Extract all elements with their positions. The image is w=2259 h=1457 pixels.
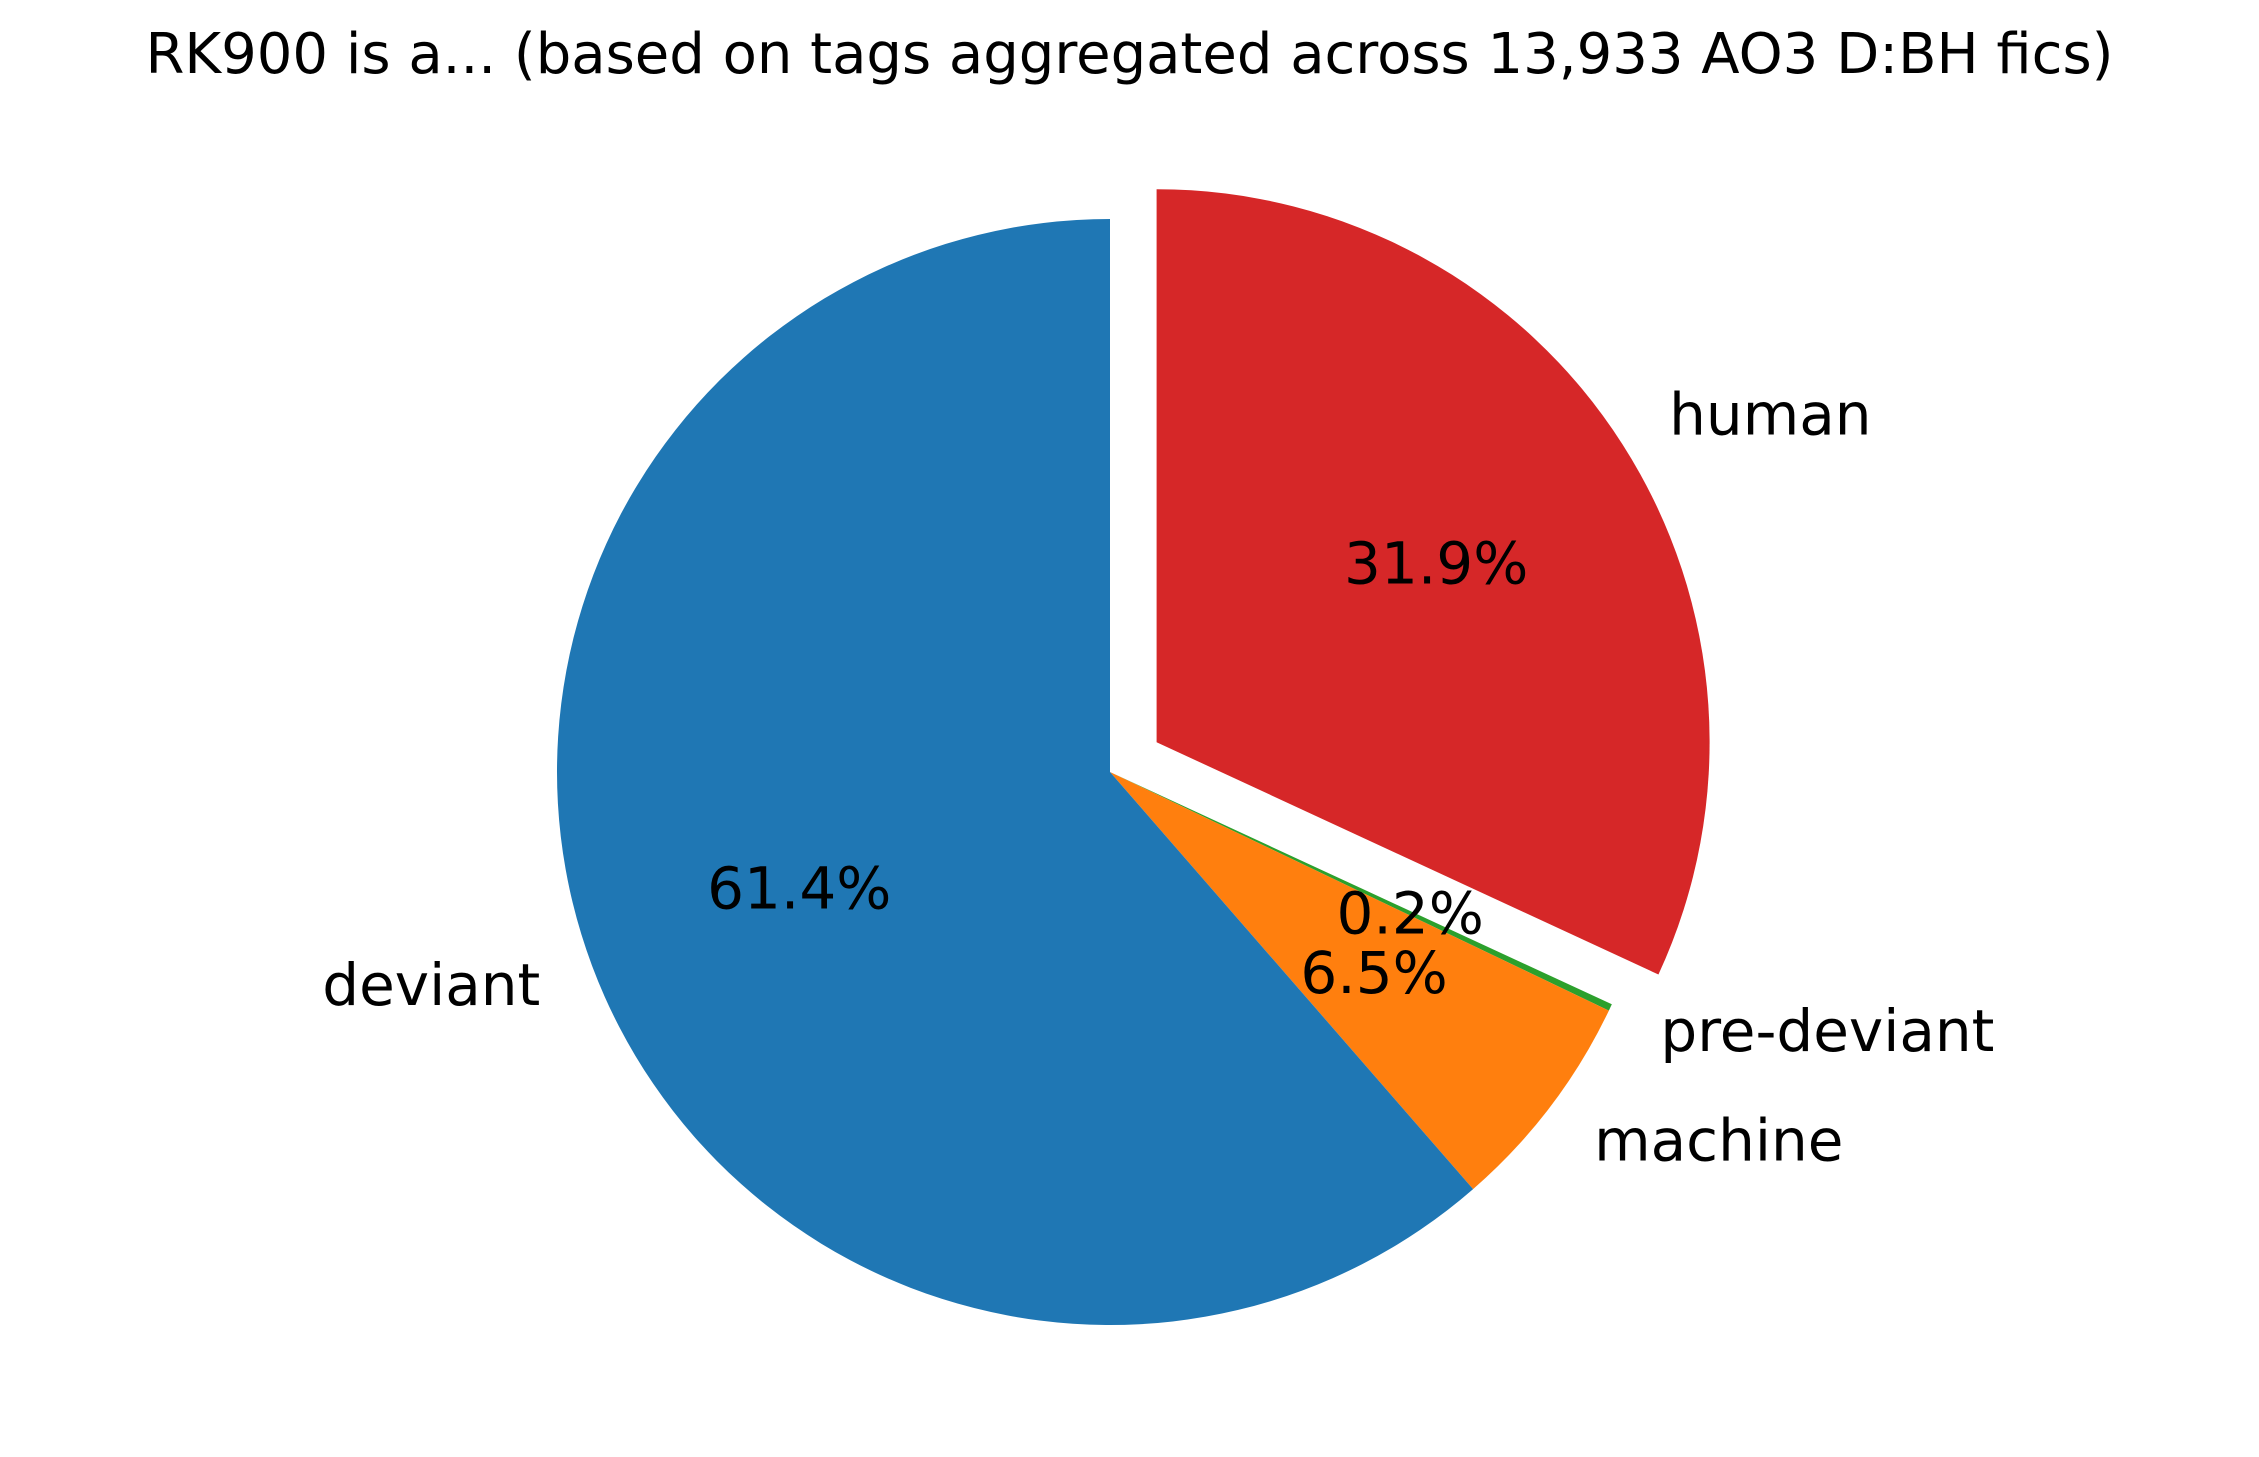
slice-label-human: human: [1669, 381, 1871, 449]
slice-label-pre-deviant: pre-deviant: [1660, 997, 1994, 1065]
pie-labels: human 31.9% pre-deviant 0.2% machine 6.5% devi…: [322, 381, 1994, 1175]
slice-label-machine: machine: [1594, 1106, 1843, 1174]
pie-slices: [557, 189, 1710, 1326]
slice-percent-pre-deviant: 0.2%: [1337, 879, 1484, 947]
pie-slice-pre-deviant: [1110, 772, 1612, 1011]
slice-label-deviant: deviant: [322, 951, 540, 1019]
slice-percent-human: 31.9%: [1344, 530, 1528, 598]
pie-slice-deviant: [557, 219, 1474, 1326]
slice-percent-deviant: 61.4%: [707, 854, 891, 922]
pie-slice-machine: [1110, 772, 1609, 1190]
slice-percent-machine: 6.5%: [1300, 939, 1447, 1007]
pie-slice-human: [1156, 189, 1710, 975]
chart-title: RK900 is a... (based on tags aggregated …: [145, 22, 2114, 87]
